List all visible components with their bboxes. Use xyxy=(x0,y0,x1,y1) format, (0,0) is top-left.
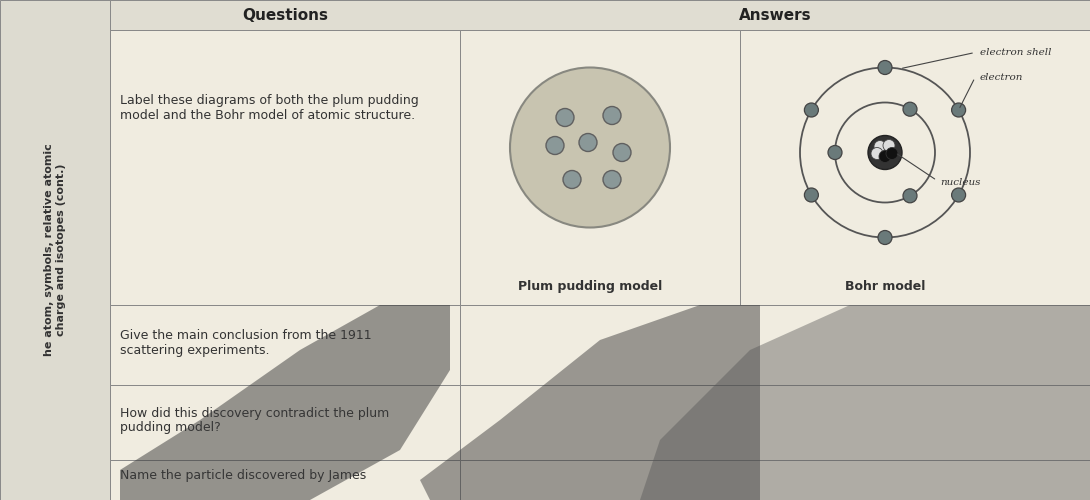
Circle shape xyxy=(952,188,966,202)
Circle shape xyxy=(603,170,621,188)
Text: Questions: Questions xyxy=(242,8,328,22)
Bar xyxy=(460,30,740,305)
Bar xyxy=(460,460,1090,500)
Circle shape xyxy=(883,140,895,151)
Circle shape xyxy=(546,136,564,154)
Circle shape xyxy=(903,102,917,116)
Text: Name the particle discovered by James: Name the particle discovered by James xyxy=(120,468,366,481)
Circle shape xyxy=(828,146,841,160)
Text: electron shell: electron shell xyxy=(980,48,1052,57)
Text: Bohr model: Bohr model xyxy=(845,280,925,293)
Text: nucleus: nucleus xyxy=(940,178,981,187)
Circle shape xyxy=(868,136,903,170)
Bar xyxy=(460,385,1090,460)
Text: Plum pudding model: Plum pudding model xyxy=(518,280,662,293)
Circle shape xyxy=(603,106,621,124)
Circle shape xyxy=(879,60,892,74)
Circle shape xyxy=(510,68,670,228)
Circle shape xyxy=(903,189,917,203)
Bar xyxy=(460,305,1090,385)
Text: Give the main conclusion from the 1911
scattering experiments.: Give the main conclusion from the 1911 s… xyxy=(120,329,372,357)
Circle shape xyxy=(879,230,892,244)
Circle shape xyxy=(952,103,966,117)
Circle shape xyxy=(874,140,886,152)
Circle shape xyxy=(886,148,898,160)
Text: he atom, symbols, relative atomic
charge and isotopes (cont.): he atom, symbols, relative atomic charge… xyxy=(45,144,65,356)
Bar xyxy=(110,305,460,385)
Circle shape xyxy=(556,108,574,126)
Bar xyxy=(110,0,1090,30)
Circle shape xyxy=(804,103,819,117)
Text: electron: electron xyxy=(980,73,1024,82)
Circle shape xyxy=(613,144,631,162)
Polygon shape xyxy=(420,305,760,500)
Bar xyxy=(110,460,460,500)
Text: How did this discovery contradict the plum
pudding model?: How did this discovery contradict the pl… xyxy=(120,406,389,434)
Circle shape xyxy=(564,170,581,188)
Bar xyxy=(0,0,110,500)
Circle shape xyxy=(579,134,597,152)
Polygon shape xyxy=(120,305,450,500)
Circle shape xyxy=(871,148,883,160)
Bar xyxy=(740,30,1090,305)
Circle shape xyxy=(879,150,891,162)
Text: Label these diagrams of both the plum pudding
model and the Bohr model of atomic: Label these diagrams of both the plum pu… xyxy=(120,94,419,122)
Polygon shape xyxy=(640,305,1090,500)
Bar xyxy=(110,385,460,460)
Text: Answers: Answers xyxy=(739,8,811,22)
Circle shape xyxy=(804,188,819,202)
Bar xyxy=(110,30,460,305)
